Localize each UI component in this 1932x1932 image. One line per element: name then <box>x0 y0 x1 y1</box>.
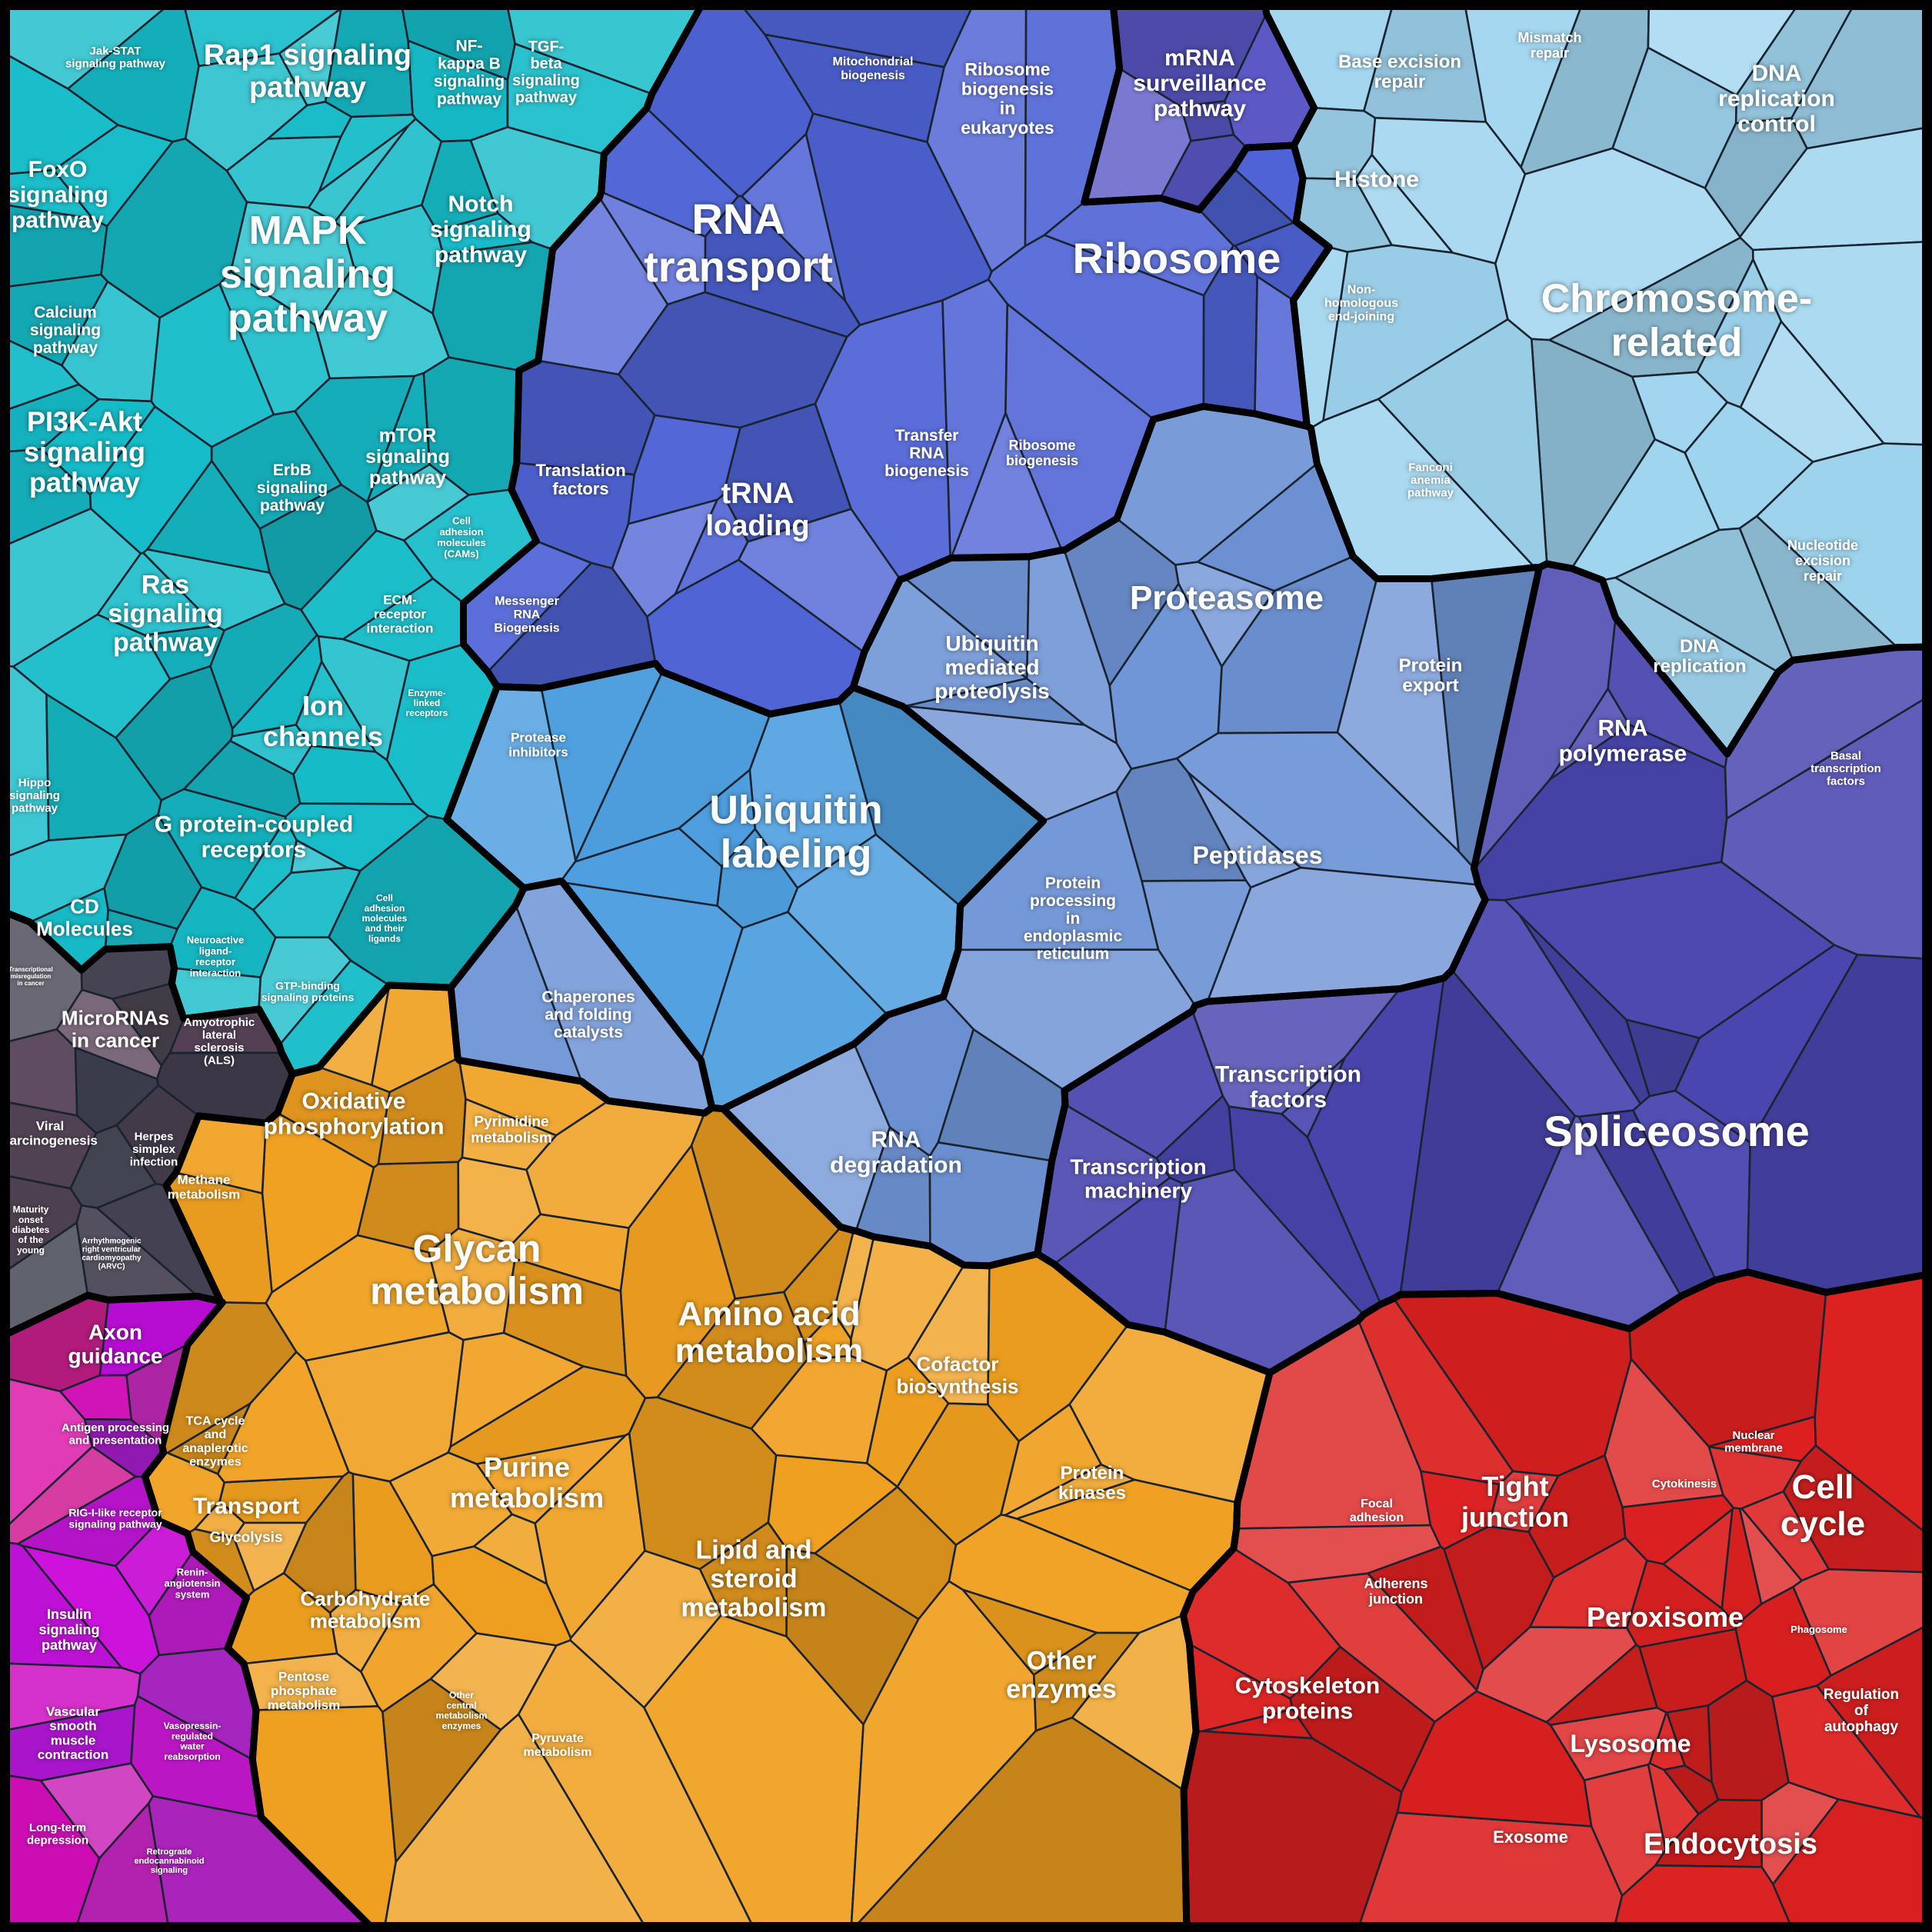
svg-text:Histone: Histone <box>1334 167 1419 192</box>
svg-text:Peptidases: Peptidases <box>1193 841 1323 869</box>
svg-text:Lysosome: Lysosome <box>1570 1730 1690 1757</box>
svg-text:Methanemetabolism: Methane metabolism <box>168 1173 240 1202</box>
svg-text:Ribosome: Ribosome <box>1073 234 1281 282</box>
svg-text:Cytokinesis: Cytokinesis <box>1652 1477 1717 1491</box>
svg-text:Glycolysis: Glycolysis <box>209 1530 282 1546</box>
svg-text:Peroxisome: Peroxisome <box>1587 1601 1744 1633</box>
svg-text:Transport: Transport <box>193 1494 299 1519</box>
svg-text:Spliceosome: Spliceosome <box>1544 1107 1809 1155</box>
svg-text:Endocytosis: Endocytosis <box>1644 1828 1817 1860</box>
svg-text:Exosome: Exosome <box>1493 1827 1568 1847</box>
svg-text:Phagosome: Phagosome <box>1790 1624 1847 1635</box>
svg-text:Proteasome: Proteasome <box>1130 579 1324 617</box>
